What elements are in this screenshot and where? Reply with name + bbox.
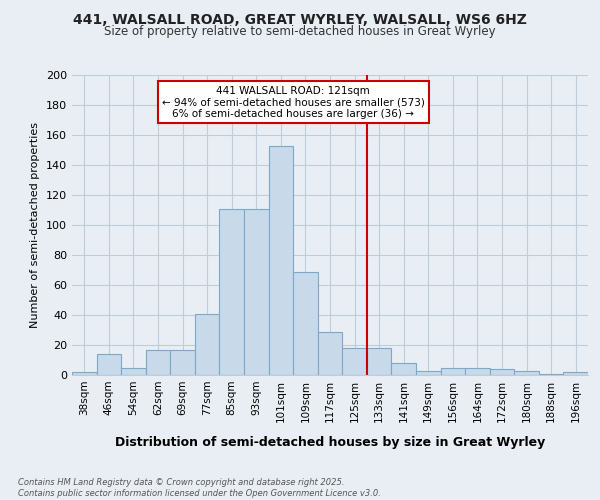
Bar [367, 348, 391, 375]
Text: 441, WALSALL ROAD, GREAT WYRLEY, WALSALL, WS6 6HZ: 441, WALSALL ROAD, GREAT WYRLEY, WALSALL… [73, 12, 527, 26]
Y-axis label: Number of semi-detached properties: Number of semi-detached properties [31, 122, 40, 328]
Bar [318, 332, 342, 375]
Bar [146, 350, 170, 375]
Bar [269, 146, 293, 375]
Bar [195, 314, 220, 375]
Bar [416, 370, 440, 375]
Bar [342, 348, 367, 375]
Bar [293, 272, 318, 375]
Text: Contains HM Land Registry data © Crown copyright and database right 2025.
Contai: Contains HM Land Registry data © Crown c… [18, 478, 381, 498]
Text: 441 WALSALL ROAD: 121sqm
← 94% of semi-detached houses are smaller (573)
6% of s: 441 WALSALL ROAD: 121sqm ← 94% of semi-d… [162, 86, 425, 118]
Bar [121, 368, 146, 375]
Bar [440, 368, 465, 375]
Bar [490, 369, 514, 375]
Text: Size of property relative to semi-detached houses in Great Wyrley: Size of property relative to semi-detach… [104, 25, 496, 38]
Bar [465, 368, 490, 375]
Bar [514, 370, 539, 375]
X-axis label: Distribution of semi-detached houses by size in Great Wyrley: Distribution of semi-detached houses by … [115, 436, 545, 449]
Bar [539, 374, 563, 375]
Bar [563, 372, 588, 375]
Bar [72, 372, 97, 375]
Bar [220, 208, 244, 375]
Bar [170, 350, 195, 375]
Bar [391, 363, 416, 375]
Bar [244, 208, 269, 375]
Bar [97, 354, 121, 375]
